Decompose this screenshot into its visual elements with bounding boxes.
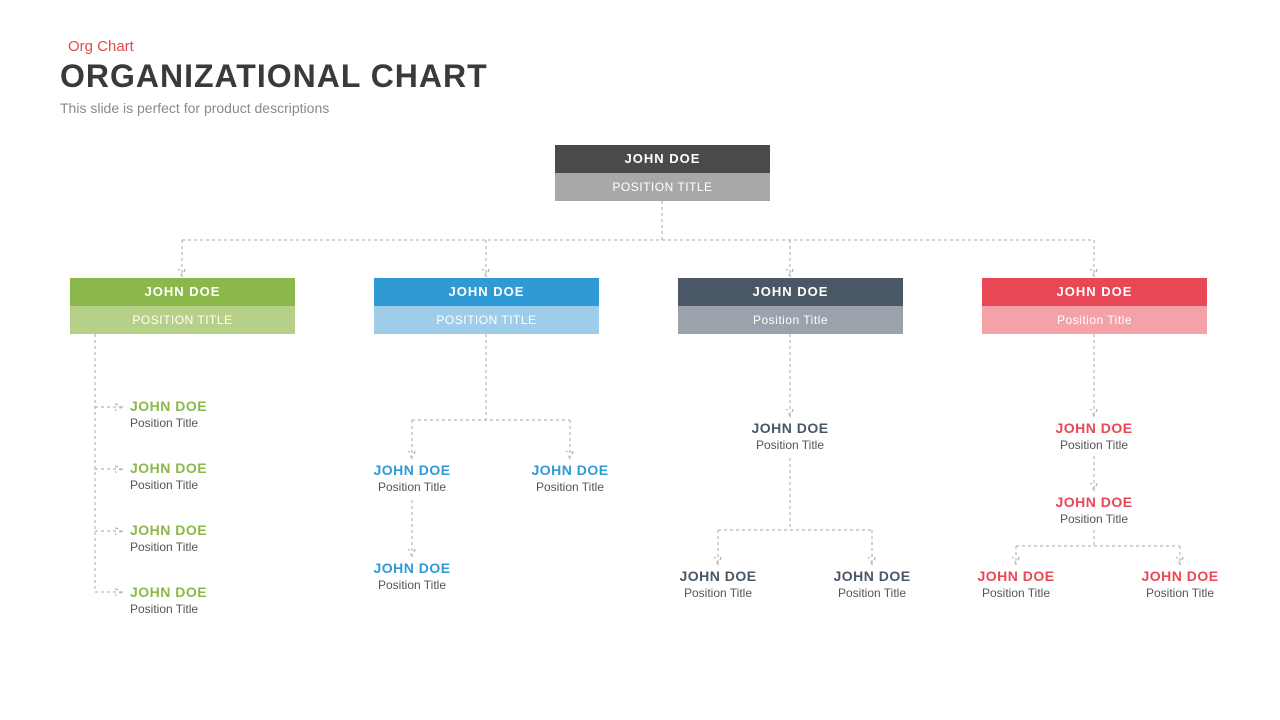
red-gc-left-title: Position Title <box>966 586 1066 600</box>
org-box-red-name: JOHN DOE <box>982 278 1207 306</box>
org-box-blue: JOHN DOE POSITION TITLE <box>374 278 599 334</box>
grey-child-name: JOHN DOE <box>740 420 840 436</box>
org-box-grey-name: JOHN DOE <box>678 278 903 306</box>
org-root-name: JOHN DOE <box>555 145 770 173</box>
blue-grandchild: JOHN DOE Position Title <box>362 560 462 592</box>
blue-grandchild-title: Position Title <box>362 578 462 592</box>
page-subtitle: This slide is perfect for product descri… <box>60 100 329 116</box>
grey-gc-left-name: JOHN DOE <box>668 568 768 584</box>
org-root-title: POSITION TITLE <box>555 173 770 201</box>
org-box-blue-name: JOHN DOE <box>374 278 599 306</box>
green-child-3-name: JOHN DOE <box>130 584 207 600</box>
blue-child-0-name: JOHN DOE <box>362 462 462 478</box>
red-gc-left-name: JOHN DOE <box>966 568 1066 584</box>
page-title: ORGANIZATIONAL CHART <box>60 58 488 95</box>
red-gc-right-name: JOHN DOE <box>1130 568 1230 584</box>
blue-child-1-name: JOHN DOE <box>520 462 620 478</box>
grey-gc-right: JOHN DOE Position Title <box>822 568 922 600</box>
red-gchild: JOHN DOE Position Title <box>1044 494 1144 526</box>
green-child-1: JOHN DOE Position Title <box>130 460 207 492</box>
grey-gc-left: JOHN DOE Position Title <box>668 568 768 600</box>
org-box-red: JOHN DOE Position Title <box>982 278 1207 334</box>
green-child-2-name: JOHN DOE <box>130 522 207 538</box>
red-child: JOHN DOE Position Title <box>1044 420 1144 452</box>
grey-gc-right-title: Position Title <box>822 586 922 600</box>
red-gchild-title: Position Title <box>1044 512 1144 526</box>
green-child-2-title: Position Title <box>130 540 207 554</box>
red-gc-left: JOHN DOE Position Title <box>966 568 1066 600</box>
green-child-3-title: Position Title <box>130 602 207 616</box>
org-root-box: JOHN DOE POSITION TITLE <box>555 145 770 201</box>
org-box-green-title: POSITION TITLE <box>70 306 295 334</box>
blue-child-1-title: Position Title <box>520 480 620 494</box>
grey-child: JOHN DOE Position Title <box>740 420 840 452</box>
blue-child-0-title: Position Title <box>362 480 462 494</box>
red-gc-right: JOHN DOE Position Title <box>1130 568 1230 600</box>
blue-grandchild-name: JOHN DOE <box>362 560 462 576</box>
green-child-3: JOHN DOE Position Title <box>130 584 207 616</box>
org-box-red-title: Position Title <box>982 306 1207 334</box>
org-box-green: JOHN DOE POSITION TITLE <box>70 278 295 334</box>
grey-child-title: Position Title <box>740 438 840 452</box>
breadcrumb: Org Chart <box>68 38 134 55</box>
red-child-name: JOHN DOE <box>1044 420 1144 436</box>
red-gc-right-title: Position Title <box>1130 586 1230 600</box>
green-child-1-title: Position Title <box>130 478 207 492</box>
green-child-1-name: JOHN DOE <box>130 460 207 476</box>
red-gchild-name: JOHN DOE <box>1044 494 1144 510</box>
grey-gc-left-title: Position Title <box>668 586 768 600</box>
blue-child-0: JOHN DOE Position Title <box>362 462 462 494</box>
red-child-title: Position Title <box>1044 438 1144 452</box>
green-child-0-name: JOHN DOE <box>130 398 207 414</box>
blue-child-1: JOHN DOE Position Title <box>520 462 620 494</box>
org-box-grey: JOHN DOE Position Title <box>678 278 903 334</box>
green-child-0: JOHN DOE Position Title <box>130 398 207 430</box>
org-box-green-name: JOHN DOE <box>70 278 295 306</box>
grey-gc-right-name: JOHN DOE <box>822 568 922 584</box>
org-box-grey-title: Position Title <box>678 306 903 334</box>
green-child-0-title: Position Title <box>130 416 207 430</box>
org-box-blue-title: POSITION TITLE <box>374 306 599 334</box>
green-child-2: JOHN DOE Position Title <box>130 522 207 554</box>
